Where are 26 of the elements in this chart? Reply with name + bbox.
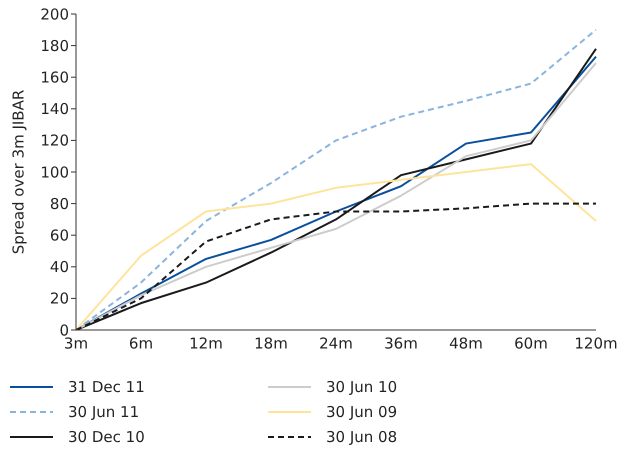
y-tick-label: 140 [40, 100, 69, 118]
x-tick-label: 48m [449, 334, 483, 353]
x-tick-label: 3m [64, 334, 88, 353]
x-tick-label: 60m [514, 334, 548, 353]
x-tick-label: 18m [254, 334, 288, 353]
y-tick-label: 100 [40, 163, 69, 182]
y-tick-label: 60 [50, 226, 69, 245]
y-tick-label: 160 [40, 68, 69, 87]
legend-label: 31 Dec 11 [68, 378, 145, 396]
legend-label: 30 Jun 09 [326, 402, 398, 420]
legend-label: 30 Dec 10 [68, 428, 145, 446]
legend-label: 30 Jun 11 [68, 402, 140, 420]
y-tick-label: 200 [40, 5, 69, 24]
y-tick-label: 80 [50, 194, 69, 213]
legend-label: 30 Jun 10 [326, 378, 398, 396]
x-tick-label: 24m [319, 334, 353, 353]
y-tick-label: 180 [40, 36, 69, 55]
legend-label: 30 Jun 08 [326, 428, 398, 446]
y-axis-title: Spread over 3m JIBAR [9, 90, 28, 254]
y-tick-label: 20 [50, 290, 69, 308]
y-tick-label: 120 [40, 132, 69, 150]
x-tick-label: 6m [128, 334, 154, 353]
y-tick-label: 40 [50, 258, 69, 276]
x-tick-label: 12m [189, 334, 223, 353]
x-tick-label: 120m [574, 334, 618, 353]
x-tick-label: 36m [384, 334, 418, 353]
